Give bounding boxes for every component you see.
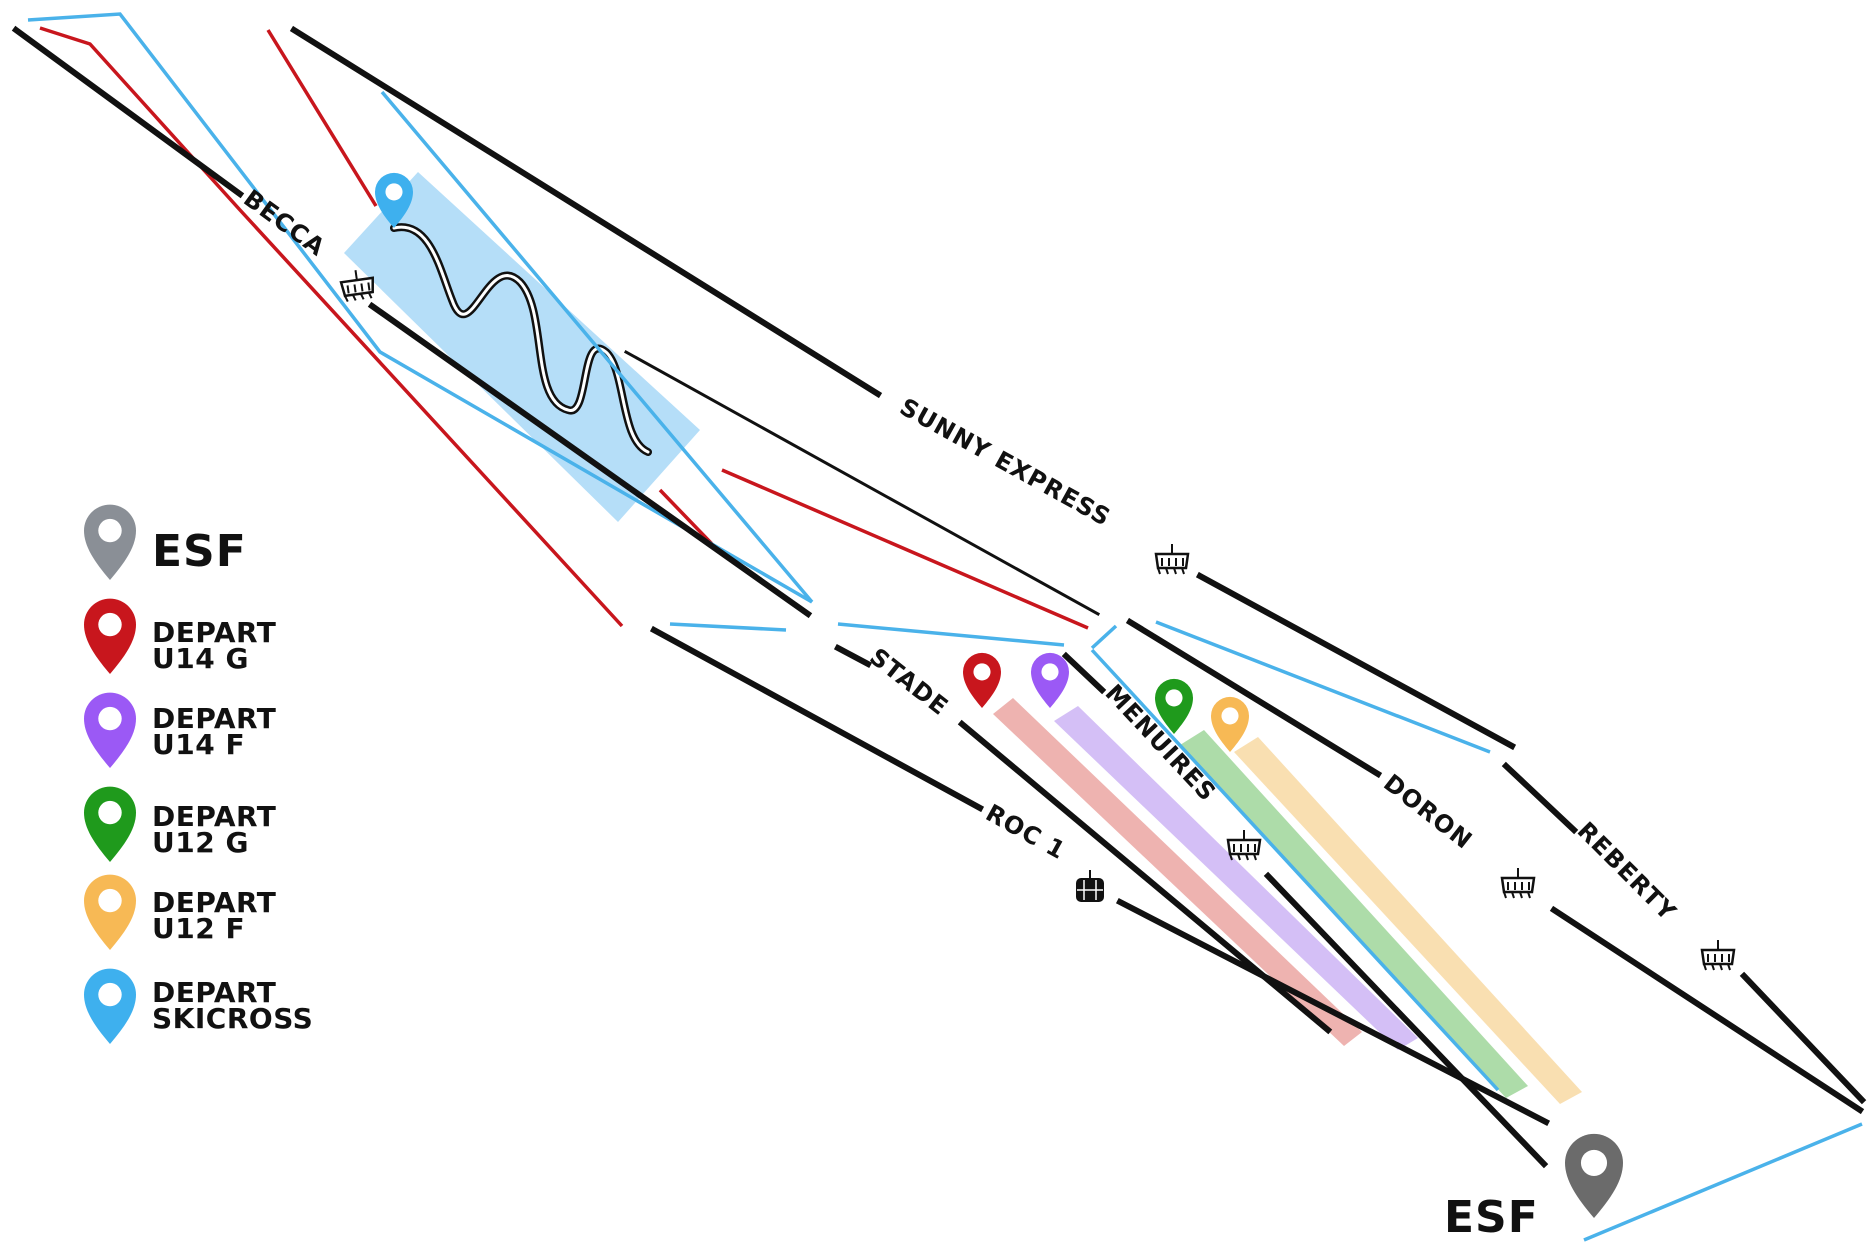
- legend-u14g-pin-icon: [84, 598, 136, 674]
- legend-skicross-pin-icon: [84, 968, 136, 1044]
- chairlift-icon: [1700, 938, 1736, 972]
- legend-esf-pin-icon: [84, 504, 136, 580]
- blue-run-mid: [837, 622, 1065, 647]
- lift-becca-lower: [367, 301, 813, 619]
- esf-pin-icon: [1565, 1133, 1623, 1218]
- legend-u12f-line1: DEPART: [152, 886, 276, 919]
- lift-stade-upper: [833, 643, 873, 669]
- lift-menuires-upper: [1061, 651, 1107, 695]
- lift-label-doron: DORON: [1378, 769, 1477, 855]
- blue-run-lower: [1090, 648, 1500, 1092]
- red-run-mid: [658, 488, 714, 546]
- lift-roc1-lower: [1115, 897, 1551, 1127]
- lift-reberty-upper: [1501, 761, 1579, 835]
- blue-run-menuires: [1090, 624, 1118, 650]
- lift-roc1-upper: [649, 625, 985, 813]
- red-run-left: [39, 26, 624, 628]
- u14g-start-pin-icon: [963, 652, 1001, 708]
- legend-u12g-line2: U12 G: [152, 826, 249, 859]
- lift-becca-upper: [11, 25, 245, 199]
- red-run-becca: [266, 29, 378, 207]
- lift-label-stade: STADE: [864, 643, 953, 722]
- lift-doron-upper: [1125, 617, 1383, 779]
- lift-sunny-lower: [1195, 571, 1517, 751]
- lift-label-sunny-express: SUNNY EXPRESS: [895, 393, 1115, 532]
- lift-menuires-lower: [1263, 871, 1549, 1169]
- lifts: [11, 25, 1867, 1169]
- legend-u14g-line1: DEPART: [152, 616, 276, 649]
- legend-u12f-line2: U12 F: [152, 912, 245, 945]
- legend-u14f-line2: U14 F: [152, 728, 245, 761]
- u14f-start-pin-icon: [1031, 652, 1069, 708]
- esf-marker-label: ESF: [1444, 1192, 1539, 1243]
- blue-run-skicross: [380, 90, 814, 604]
- blue-runs: [27, 12, 1863, 1242]
- u12f-start-pin-icon: [1211, 696, 1249, 752]
- skicross-track: [390, 223, 652, 456]
- legend-skicross-line1: DEPART: [152, 976, 276, 1009]
- legend-u14f-line1: DEPART: [152, 702, 276, 735]
- legend: ESF DEPART U14 G DEPART U14 F DEPART U12…: [84, 504, 313, 1044]
- legend-u14g-line2: U14 G: [152, 642, 249, 675]
- legend-skicross-line2: SKICROSS: [152, 1002, 313, 1035]
- legend-esf-label: ESF: [152, 526, 247, 577]
- lift-label-reberty: REBERTY: [1572, 816, 1682, 926]
- u14f-zone: [1054, 706, 1418, 1050]
- blue-run-bottom: [1583, 1122, 1863, 1242]
- blue-run-doron: [1155, 620, 1491, 754]
- chairlift-icon: [1500, 866, 1536, 900]
- legend-u12g-pin-icon: [84, 786, 136, 862]
- chairlift-icon: [1226, 828, 1262, 862]
- blue-run-top: [27, 12, 813, 604]
- start-zones: [344, 172, 1582, 1104]
- legend-u14f-pin-icon: [84, 692, 136, 768]
- lift-sunny-upper: [289, 25, 883, 399]
- map-pins: ESF: [375, 172, 1623, 1243]
- lift-label-roc1: ROC 1: [981, 799, 1070, 865]
- chairlift-icon: [1154, 542, 1190, 576]
- legend-u12f-pin-icon: [84, 874, 136, 950]
- legend-u12g-line1: DEPART: [152, 800, 276, 833]
- lift-doron-lower: [1549, 905, 1865, 1115]
- u14g-zone: [993, 698, 1362, 1046]
- lift-reberty-lower: [1739, 971, 1867, 1105]
- gondola-icon: [1075, 869, 1105, 903]
- lift-sunny-thin: [623, 349, 1101, 617]
- red-runs: [39, 26, 1089, 630]
- red-run-long: [721, 468, 1089, 630]
- u12g-zone: [1180, 730, 1528, 1098]
- blue-run-short: [669, 622, 787, 632]
- u12f-zone: [1234, 737, 1582, 1104]
